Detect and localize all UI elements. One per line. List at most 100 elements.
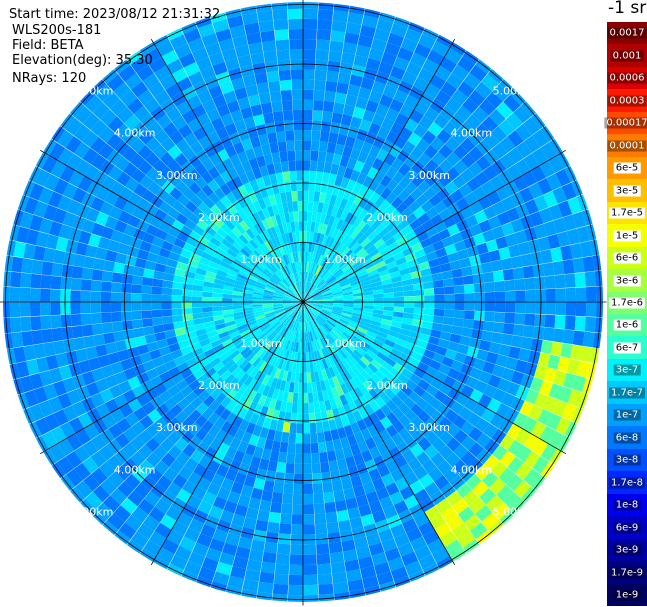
range-gate-cell [229,265,240,274]
range-gate-cell [336,509,350,522]
range-gate-cell [242,307,253,312]
range-gate-cell [406,527,423,543]
range-gate-cell [30,273,42,289]
range-gate-cell [166,530,184,546]
range-gate-cell [353,160,365,173]
range-gate-cell [540,249,553,264]
range-gate-cell [320,285,330,292]
range-gate-cell [237,494,251,508]
range-gate-cell [403,396,416,410]
range-gate-cell [191,47,209,62]
range-gate-cell [313,275,320,285]
range-gate-cell [284,265,291,275]
range-gate-cell [304,261,308,272]
range-gate-cell [340,383,349,395]
range-gate-cell [303,221,308,232]
range-gate-cell [451,360,464,372]
range-gate-cell [238,326,249,335]
range-gate-cell [233,287,244,293]
range-gate-cell [529,211,544,227]
range-gate-cell [229,330,240,339]
range-gate-cell [438,208,452,221]
range-gate-cell [421,321,433,330]
range-gate-cell [103,332,115,345]
range-gate-cell [452,174,467,189]
range-gate-cell [273,294,284,298]
range-gate-cell [276,203,284,215]
range-gate-cell [359,472,372,485]
range-gate-cell [221,477,235,491]
range-gate-cell [428,397,443,410]
range-gate-cell [310,262,316,274]
range-gate-cell [67,389,82,405]
range-gate-cell [193,279,204,287]
range-gate-cell [572,330,585,346]
range-gate-cell [292,252,297,263]
range-gate-cell [469,367,483,380]
range-gate-cell [344,559,360,572]
range-gate-cell [203,246,216,257]
range-gate-cell [362,290,374,296]
range-gate-cell [324,273,333,282]
range-gate-cell [241,332,253,341]
range-gate-cell [192,542,209,557]
range-gate-cell [256,155,267,168]
range-gate-cell [258,335,268,345]
range-gate-cell [229,349,241,360]
range-gate-cell [182,480,197,495]
range-gate-cell [265,312,276,319]
range-gate-cell [232,175,244,189]
range-gate-cell [38,400,54,418]
range-gate-cell [237,151,249,164]
range-gate-cell [165,505,182,521]
range-gate-cell [276,285,286,292]
range-gate-cell [404,252,417,262]
range-gate-cell [410,403,424,417]
range-gate-cell [350,337,361,347]
range-gate-cell [16,226,30,244]
range-gate-cell [262,339,272,350]
range-gate-cell [341,52,356,65]
range-gate-cell [445,136,461,152]
range-gate-cell [148,56,167,73]
range-gate-cell [235,369,246,381]
range-gate-cell [269,173,278,185]
range-gate-cell [237,395,248,408]
range-gate-cell [303,89,314,100]
range-gate-cell [378,327,390,335]
range-gate-cell [393,378,406,390]
range-gate-cell [277,234,285,246]
range-gate-cell [187,258,200,268]
range-gate-cell [10,271,22,288]
range-gate-cell [218,351,230,362]
range-gate-cell [271,440,281,452]
range-gate-cell [256,415,266,428]
range-gate-cell [143,539,162,556]
range-gate-cell [31,259,44,275]
range-gate-cell [288,263,294,274]
range-gate-cell [388,265,400,274]
range-gate-cell [232,291,243,296]
range-gate-cell [82,130,99,148]
range-gate-cell [19,211,34,229]
colorbar-cell: 0.00017 [604,111,647,135]
range-gate-cell [130,435,146,451]
range-gate-cell [298,311,302,322]
range-gate-cell [594,317,603,334]
range-gate-cell [418,423,432,438]
range-gate-cell [110,488,127,505]
range-gate-cell [355,96,369,110]
range-gate-cell [174,268,186,277]
range-gate-cell [513,480,531,498]
range-gate-cell [306,332,310,343]
range-gate-cell [222,433,235,447]
range-gate-cell [413,224,426,237]
range-gate-cell [332,10,349,23]
range-gate-cell [113,82,131,99]
range-gate-cell [492,201,507,216]
range-gate-cell [227,424,239,438]
range-gate-cell [91,434,107,451]
range-gate-cell [321,234,329,246]
range-gate-cell [200,214,213,226]
range-gate-cell [438,173,453,188]
